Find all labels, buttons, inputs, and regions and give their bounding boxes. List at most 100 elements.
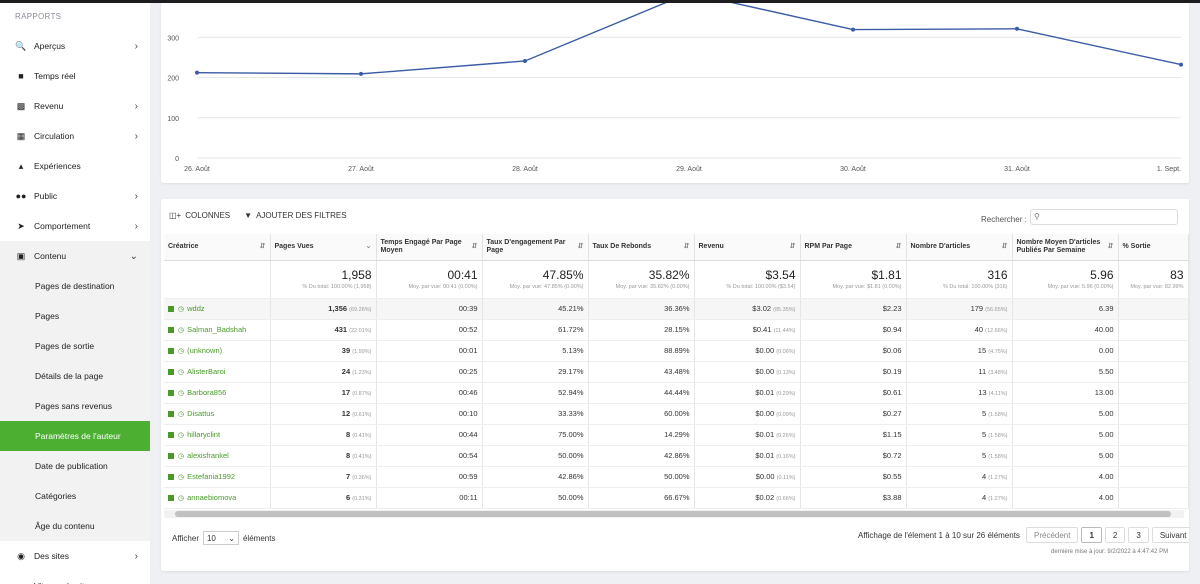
prev-page-button[interactable]: Précédent bbox=[1026, 527, 1079, 543]
next-page-button[interactable]: Suivant bbox=[1151, 527, 1189, 543]
author-cell[interactable]: ◷ hillaryclint bbox=[164, 424, 271, 446]
author-cell[interactable]: ◷ Barbora856 bbox=[164, 382, 271, 404]
engagement-rate-cell: 52.94% bbox=[482, 382, 589, 404]
revenue-cell: $0.41 (11.44%) bbox=[694, 319, 801, 341]
sidebar-item-comportement[interactable]: ➤ Comportement › bbox=[0, 211, 150, 241]
scrollbar-thumb[interactable] bbox=[175, 511, 1171, 517]
author-name[interactable]: annaebiomova bbox=[187, 493, 237, 502]
sidebar-subitem[interactable]: Date de publication bbox=[0, 451, 150, 481]
author-name[interactable]: AlisterBaroi bbox=[187, 367, 226, 376]
table-card: ◫+ COLONNES ▼ AJOUTER DES FILTRES Recher… bbox=[161, 199, 1189, 571]
sidebar-item-contenu[interactable]: ▣ Contenu ⌄ bbox=[0, 241, 150, 271]
column-header[interactable]: Taux D'engagement Par Page ⇵ bbox=[482, 234, 589, 261]
bounce-rate-cell: 88.89% bbox=[588, 340, 695, 362]
columns-button[interactable]: ◫+ COLONNES bbox=[169, 211, 230, 220]
sidebar-subitem[interactable]: Pages de sortie bbox=[0, 331, 150, 361]
author-cell[interactable]: ◷ alexisfrankel bbox=[164, 445, 271, 467]
column-header[interactable]: Créatrice ⇵ bbox=[164, 234, 271, 261]
data-point[interactable] bbox=[1179, 62, 1183, 67]
table-row[interactable]: ◷ wddz 1,356 (69.26%) 00:39 45.21% 36.36% $3.0… bbox=[164, 298, 1189, 320]
sidebar-subitem[interactable]: Catégories bbox=[0, 481, 150, 511]
column-header[interactable]: Pages Vues ⌄ bbox=[270, 234, 377, 261]
author-name[interactable]: Barbora856 bbox=[187, 388, 227, 397]
column-header[interactable]: RPM Par Page ⇵ bbox=[800, 234, 907, 261]
table-row[interactable]: ◷ (unknown) 39 (1.99%) 00:01 5.13% 88.89% $0.0… bbox=[164, 340, 1189, 362]
table-row[interactable]: ◷ alexisfrankel 8 (0.41%) 00:54 50.00% 42.86%… bbox=[164, 445, 1189, 467]
page-3-button[interactable]: 3 bbox=[1128, 527, 1149, 543]
author-cell[interactable]: ◷ wddz bbox=[164, 298, 271, 320]
sidebar-item-public[interactable]: ●● Public › bbox=[0, 181, 150, 211]
column-header[interactable]: Taux De Rebonds ⇵ bbox=[588, 234, 695, 261]
articles-pct: (1.27%) bbox=[988, 496, 1008, 502]
author-name[interactable]: alexisfrankel bbox=[187, 451, 229, 460]
x-tick-label: 27. Août bbox=[348, 166, 374, 173]
clock-icon: ◷ bbox=[178, 390, 185, 397]
sidebar-subitem[interactable]: Âge du contenu bbox=[0, 511, 150, 541]
sidebar-subitem[interactable]: Paramètres de l'auteur bbox=[0, 421, 150, 451]
author-cell[interactable]: ◷ Estefania1992 bbox=[164, 466, 271, 488]
author-name[interactable]: Estefania1992 bbox=[187, 472, 236, 481]
search-input[interactable] bbox=[1030, 209, 1178, 225]
avg-articles-cell: 5.50 bbox=[1012, 361, 1119, 383]
sidebar-subitem[interactable]: Pages de destination bbox=[0, 271, 150, 301]
table-row[interactable]: ◷ annaebiomova 6 (0.31%) 00:11 50.00% 66.67% $… bbox=[164, 487, 1189, 509]
sidebar-item-temps-r-el[interactable]: ■ Temps réel bbox=[0, 61, 150, 91]
articles-value: 15 bbox=[977, 346, 987, 355]
page-size-select[interactable]: 10 ⌄ bbox=[202, 531, 239, 545]
table-row[interactable]: ◷ Disattus 12 (0.61%) 00:10 33.33% 60.00% $0.0… bbox=[164, 403, 1189, 425]
data-point[interactable] bbox=[1015, 26, 1019, 31]
column-header[interactable]: Nombre Moyen D'articles Publiés Par Sema… bbox=[1012, 234, 1119, 261]
articles-pct: (1.58%) bbox=[988, 412, 1008, 418]
table-row[interactable]: ◷ Salman_Badshah 431 (22.01%) 00:52 61.72% 28… bbox=[164, 319, 1189, 341]
author-name[interactable]: Disattus bbox=[187, 409, 215, 418]
author-cell[interactable]: ◷ Disattus bbox=[164, 403, 271, 425]
revenue-value: $0.00 bbox=[755, 346, 775, 355]
sidebar-item-vitesse-du-site[interactable]: ◔ Vitesse du site › bbox=[0, 571, 150, 584]
exit-pct-cell bbox=[1118, 424, 1189, 446]
color-swatch-icon bbox=[168, 390, 174, 397]
author-name[interactable]: Salman_Badshah bbox=[187, 325, 247, 334]
table-row[interactable]: ◷ AlisterBaroi 24 (1.23%) 00:25 29.17% 43.48%… bbox=[164, 361, 1189, 383]
search-icon: ⚲ bbox=[1034, 212, 1040, 221]
articles-value: 13 bbox=[978, 388, 987, 397]
author-cell[interactable]: ◷ AlisterBaroi bbox=[164, 361, 271, 383]
sidebar-item-exp-riences[interactable]: ▴ Expériences bbox=[0, 151, 150, 181]
data-point[interactable] bbox=[851, 27, 855, 32]
sidebar-item-aper-us[interactable]: 🔍 Aperçus › bbox=[0, 31, 150, 61]
revenue-pct: (0.66%) bbox=[776, 496, 796, 502]
pageviews-cell: 8 (0.41%) bbox=[270, 445, 377, 467]
globe-icon: ◉ bbox=[17, 550, 25, 561]
sidebar-item-revenu[interactable]: ▩ Revenu › bbox=[0, 91, 150, 121]
author-cell[interactable]: ◷ Salman_Badshah bbox=[164, 319, 271, 341]
author-name[interactable]: (unknown) bbox=[187, 346, 223, 355]
revenue-value: $3.02 bbox=[752, 304, 772, 313]
author-cell[interactable]: ◷ (unknown) bbox=[164, 340, 271, 362]
add-filters-button[interactable]: ▼ AJOUTER DES FILTRES bbox=[244, 211, 346, 220]
page-2-button[interactable]: 2 bbox=[1104, 527, 1126, 543]
page-1-button[interactable]: 1 bbox=[1081, 527, 1102, 543]
table-row[interactable]: ◷ Barbora856 17 (0.87%) 00:46 52.94% 44.44% $0… bbox=[164, 382, 1189, 404]
data-point[interactable] bbox=[359, 71, 363, 76]
column-header[interactable]: Revenu ⇵ bbox=[694, 234, 801, 261]
top-bar bbox=[0, 0, 1200, 3]
author-name[interactable]: hillaryclint bbox=[187, 430, 221, 439]
data-point[interactable] bbox=[195, 70, 199, 75]
author-table: Créatrice ⇵ Pages Vues ⌄ Temps Engagé Par Pa… bbox=[164, 234, 1189, 509]
table-row[interactable]: ◷ Estefania1992 7 (0.36%) 00:59 42.86% 50.00%… bbox=[164, 466, 1189, 488]
column-header[interactable]: Temps Engagé Par Page Moyen ⇵ bbox=[376, 234, 483, 261]
column-header[interactable]: Nombre D'articles ⇵ bbox=[906, 234, 1013, 261]
author-name[interactable]: wddz bbox=[187, 304, 205, 313]
sidebar-item-circulation[interactable]: ▦ Circulation › bbox=[0, 121, 150, 151]
data-point[interactable] bbox=[523, 58, 527, 63]
sidebar-subitem[interactable]: Pages sans revenus bbox=[0, 391, 150, 421]
articles-pct: (12.66%) bbox=[985, 328, 1008, 334]
cursor-icon: ➤ bbox=[17, 220, 25, 231]
engagement-rate-cell: 61.72% bbox=[482, 319, 589, 341]
sidebar-subitem[interactable]: Détails de la page bbox=[0, 361, 150, 391]
sidebar-subitem[interactable]: Pages bbox=[0, 301, 150, 331]
table-row[interactable]: ◷ hillaryclint 8 (0.41%) 00:44 75.00% 14.29% $… bbox=[164, 424, 1189, 446]
clock-icon: ◷ bbox=[178, 348, 185, 355]
author-cell[interactable]: ◷ annaebiomova bbox=[164, 487, 271, 509]
column-header[interactable]: % Sortie bbox=[1118, 234, 1189, 261]
sidebar-item-des-sites[interactable]: ◉ Des sites › bbox=[0, 541, 150, 571]
